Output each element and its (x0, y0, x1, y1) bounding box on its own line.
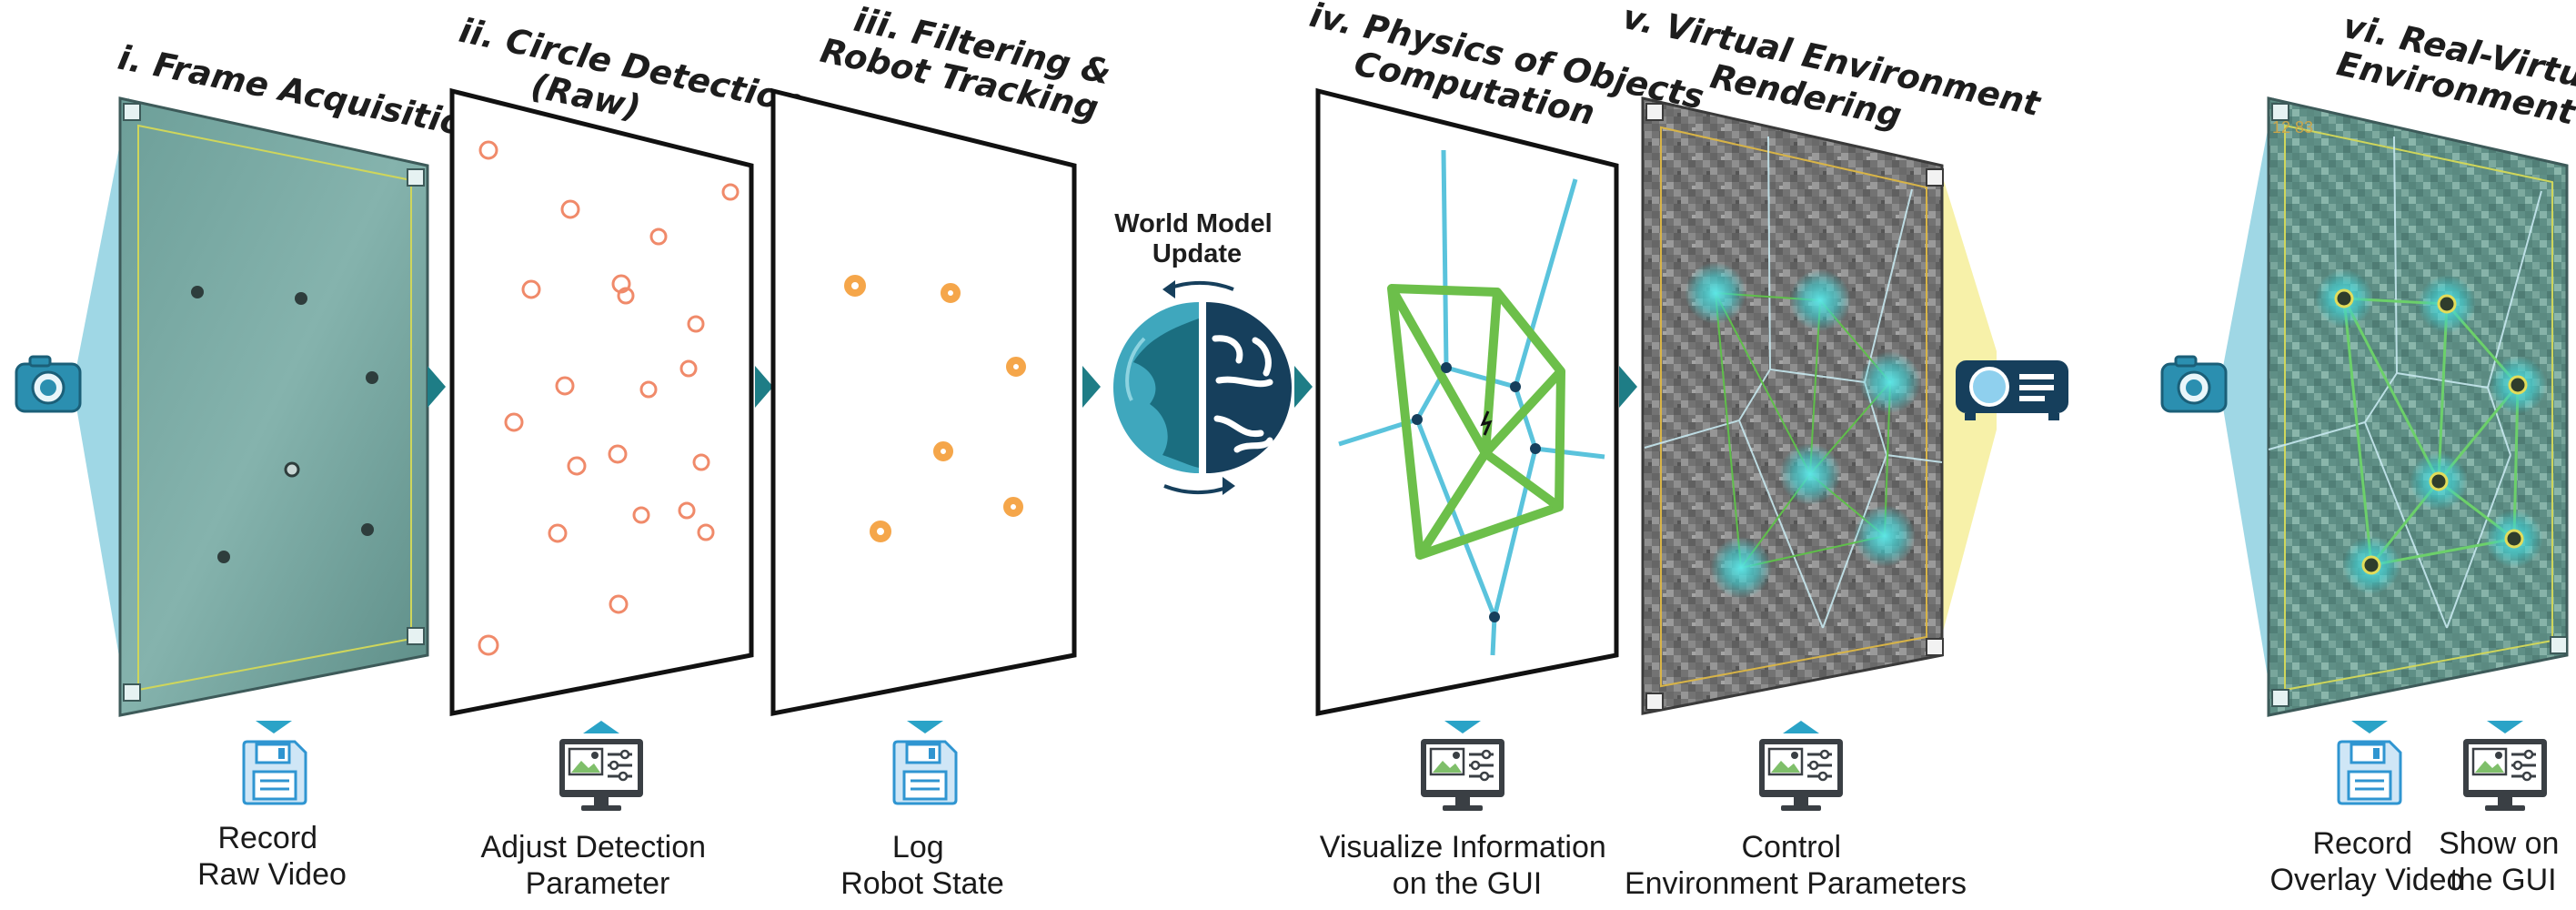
stage-physics-computation: iv. Physics of Objects Computation (1306, 0, 1707, 717)
caption-visualize-information: Visualize Information on the GUI (1320, 830, 1615, 901)
action-arrows (256, 721, 2523, 733)
corner-markers (123, 103, 425, 702)
lightning-marker (1480, 410, 1493, 436)
stage-circle-detection: ii. Circle Detection (Raw) (449, 11, 807, 717)
physics-frame (1315, 87, 1619, 717)
overlay-robots (2315, 269, 2547, 594)
overlay-voronoi (2268, 136, 2542, 629)
caption-adjust-detection: Adjust Detection Parameter (480, 830, 714, 901)
voronoi-edges (1338, 149, 1605, 656)
stage-virtual-rendering: v. Virtual Environment Rendering (1619, 0, 2068, 715)
virtual-robot-glows (1685, 262, 1921, 599)
camera-view-cone (73, 96, 129, 715)
corner-markers (1645, 103, 1944, 711)
monitor-settings-icon (1759, 739, 1843, 811)
frame-counter: 12 83 (2272, 118, 2313, 136)
voronoi-vertices (1412, 362, 1541, 622)
floppy-disk-icon (2337, 740, 2402, 805)
caption-control-environment: Control Environment Parameters (1625, 830, 1967, 901)
tracking-frame (770, 87, 1077, 717)
globe-brain-icon (1113, 280, 1292, 495)
raw-robots (191, 286, 378, 563)
monitor-settings-icon (2463, 739, 2547, 811)
caption-record-overlay-video: Record Overlay Video (2270, 826, 2464, 897)
caption-record-raw-video: Record Raw Video (197, 821, 347, 892)
stage-frame-acquisition: i. Frame Acquisition (15, 38, 490, 717)
caption-log-robot-state: Log Robot State (840, 830, 1004, 901)
detection-frame (449, 87, 754, 717)
stage-real-virtual: 12 83 vi. Real-Virtual Environment (2160, 6, 2576, 717)
world-model-update: World Model Update (1113, 209, 1292, 495)
projector-icon (1956, 360, 2068, 420)
render-boundary (1660, 126, 1927, 688)
tracked-robots (844, 275, 1026, 542)
stage-connector-arrows (428, 366, 1637, 408)
monitor-settings-icon (559, 739, 643, 811)
monitor-settings-icon (1421, 739, 1504, 811)
floppy-disk-icon (242, 740, 307, 805)
detected-circles (478, 140, 740, 656)
world-model-label: World Model Update (1114, 209, 1280, 268)
camera-icon (2160, 355, 2228, 413)
corner-markers (2271, 103, 2568, 707)
camera-icon (15, 355, 82, 413)
camera-view-cone (2219, 96, 2274, 715)
delaunay-edges (1387, 284, 1565, 560)
virtual-voronoi (1644, 136, 1943, 629)
caption-show-on-gui: Show on the GUI (2439, 826, 2568, 897)
raw-frame-image (118, 96, 429, 717)
stage-filtering-tracking: iii. Filtering & Robot Tracking (770, 0, 1114, 717)
floppy-disk-icon (892, 740, 958, 805)
